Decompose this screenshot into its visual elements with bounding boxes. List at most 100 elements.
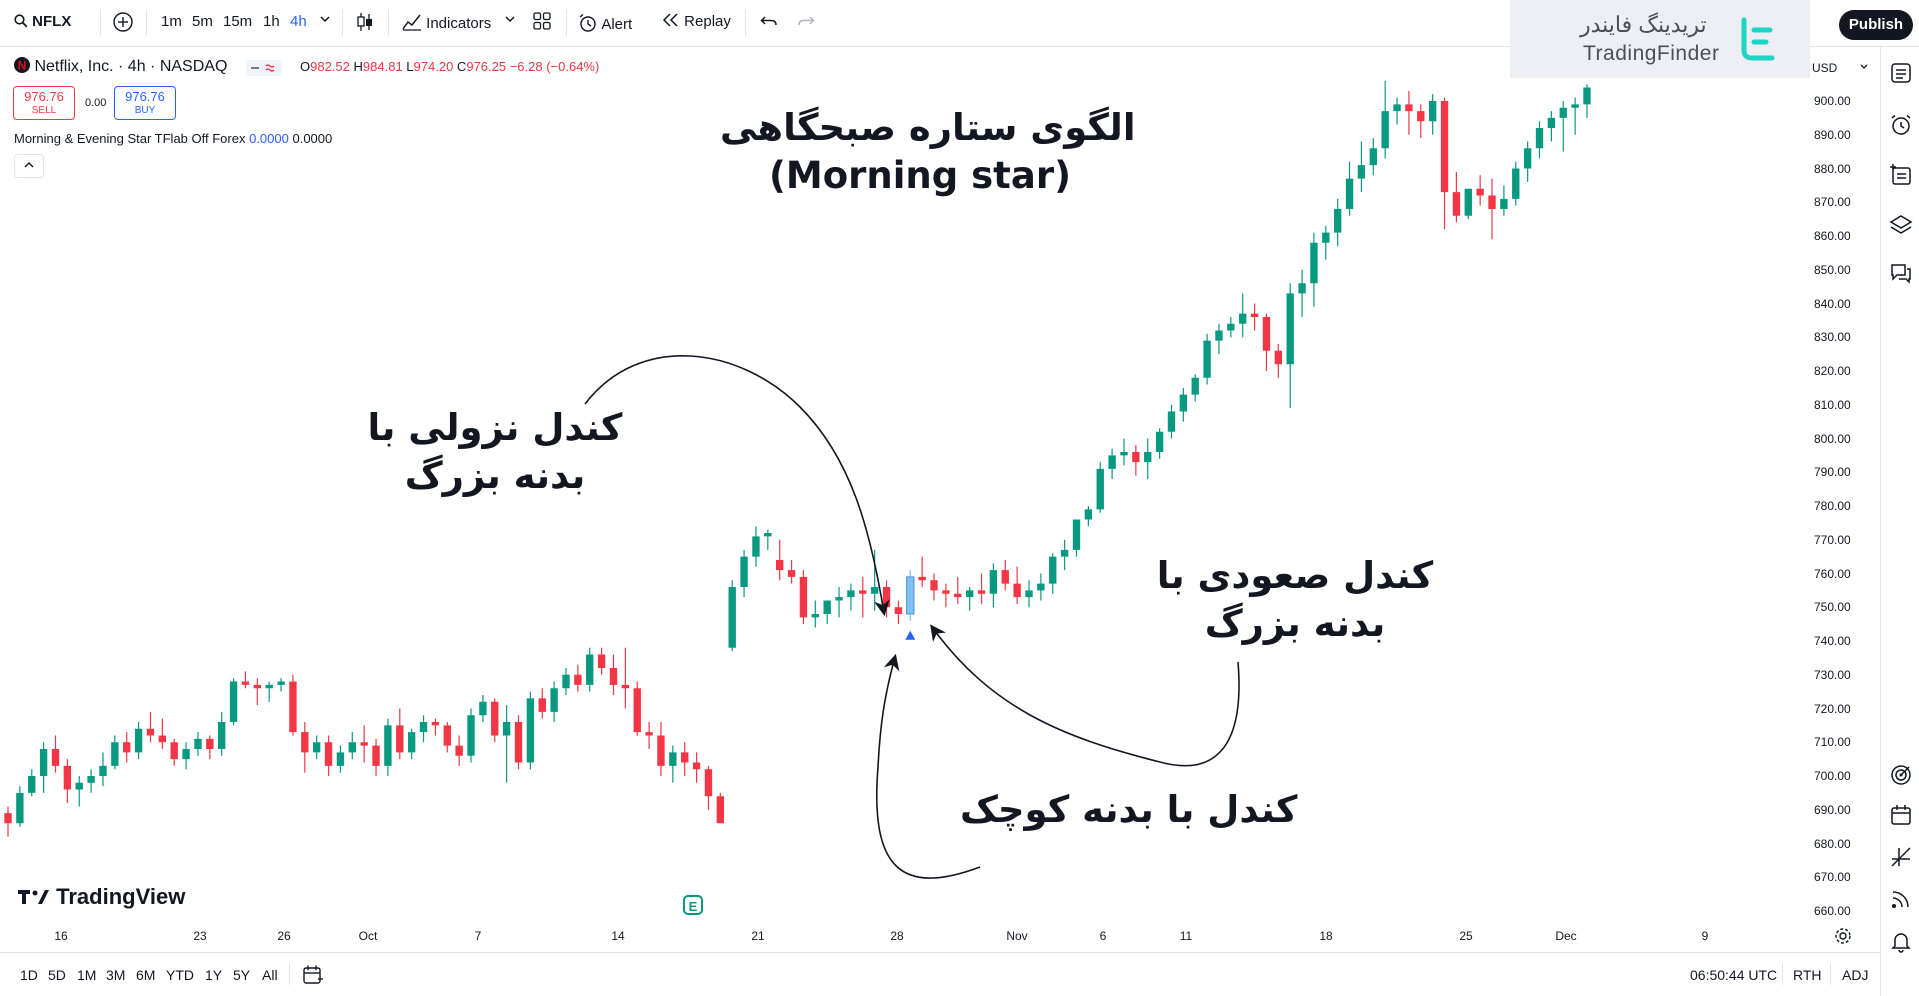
layers-icon[interactable] bbox=[1889, 213, 1913, 237]
candle-body bbox=[99, 765, 107, 776]
bullish-candle-annotation: کندل صعودی با بدنه بزرگ bbox=[1150, 552, 1440, 648]
pattern-title-en: (Morning star) bbox=[769, 154, 1071, 197]
menu-icon bbox=[251, 64, 275, 72]
range-all[interactable]: All bbox=[262, 967, 278, 983]
range-6m[interactable]: 6M bbox=[136, 967, 156, 983]
alert-button[interactable]: Alert bbox=[578, 13, 632, 33]
price-chart[interactable] bbox=[0, 47, 1808, 947]
candle-body bbox=[835, 597, 843, 601]
data-window-icon[interactable] bbox=[1889, 163, 1913, 187]
indicator-legend[interactable]: Morning & Evening Star TFlab Off Forex 0… bbox=[14, 131, 332, 146]
tradingview-logo-icon bbox=[18, 890, 49, 904]
candle-body bbox=[1559, 107, 1567, 118]
candle-body bbox=[954, 593, 962, 598]
range-1y[interactable]: 1Y bbox=[205, 967, 223, 983]
symbol-search[interactable]: NFLX bbox=[14, 13, 71, 30]
range-1m[interactable]: 1M bbox=[77, 967, 97, 983]
candle-body bbox=[277, 681, 285, 685]
range-5y[interactable]: 5Y bbox=[233, 967, 251, 983]
tradingview-logo[interactable]: TradingView bbox=[18, 884, 185, 910]
candle-body bbox=[1488, 195, 1496, 209]
notifications-bell-icon[interactable] bbox=[1889, 929, 1913, 953]
candle-body bbox=[182, 749, 190, 760]
open-value: 982.52 bbox=[310, 59, 350, 74]
range-1d[interactable]: 1D bbox=[20, 967, 38, 983]
watchlist-icon[interactable] bbox=[1889, 61, 1913, 85]
sell-button[interactable]: 976.76 SELL bbox=[13, 86, 75, 120]
candle-body bbox=[1286, 293, 1294, 365]
chart-type-button[interactable] bbox=[355, 11, 375, 37]
clock-time[interactable]: 06:50:44 UTC bbox=[1690, 967, 1778, 983]
candle-body bbox=[1025, 590, 1033, 598]
chevron-down-icon bbox=[320, 16, 330, 23]
chat-icon[interactable] bbox=[1889, 261, 1913, 285]
candle-body bbox=[562, 674, 570, 689]
candle-body bbox=[111, 742, 119, 766]
target-icon[interactable] bbox=[1889, 763, 1913, 787]
interval-4h[interactable]: 4h bbox=[290, 13, 307, 30]
settings-gear-icon[interactable] bbox=[1834, 927, 1852, 945]
redo-button[interactable] bbox=[797, 13, 815, 33]
replay-button[interactable]: Replay bbox=[662, 13, 731, 30]
candle-body bbox=[633, 688, 641, 733]
interval-5m[interactable]: 5m bbox=[192, 13, 213, 30]
toolbar-divider bbox=[146, 10, 147, 36]
indicators-dropdown[interactable] bbox=[504, 12, 516, 29]
symbol-legend[interactable]: N Netflix, Inc. · 4h · NASDAQ bbox=[14, 57, 227, 76]
indicators-button[interactable]: Indicators bbox=[402, 13, 491, 32]
broadcast-icon[interactable] bbox=[1889, 887, 1913, 911]
session-rth[interactable]: RTH bbox=[1793, 967, 1822, 983]
layouts-button[interactable] bbox=[533, 12, 551, 34]
price-axis-label: 840.00 bbox=[1814, 296, 1851, 311]
svg-text:N: N bbox=[18, 59, 27, 73]
undo-button[interactable] bbox=[760, 13, 778, 33]
adjust-adj[interactable]: ADJ bbox=[1842, 967, 1869, 983]
range-5d[interactable]: 5D bbox=[48, 967, 66, 983]
interval-dropdown[interactable] bbox=[319, 12, 331, 29]
price-axis[interactable]: 900.00 890.00 880.00 870.00 860.00 850.00 840.… bbox=[1808, 47, 1880, 947]
interval-15m[interactable]: 15m bbox=[223, 13, 253, 30]
sell-label: SELL bbox=[31, 105, 57, 116]
range-ytd[interactable]: YTD bbox=[166, 967, 194, 983]
time-axis-label: 14 bbox=[611, 929, 625, 943]
price-axis-label: 740.00 bbox=[1814, 634, 1851, 648]
pattern-title-fa: الگوی ستاره صبحگاهی bbox=[720, 106, 1136, 149]
redo-icon bbox=[798, 16, 815, 26]
candle-body bbox=[1334, 209, 1342, 233]
price-axis-label: 730.00 bbox=[1814, 667, 1851, 682]
alerts-clock-icon[interactable] bbox=[1889, 113, 1913, 137]
earnings-badge[interactable]: E bbox=[683, 895, 703, 915]
candle-body bbox=[4, 813, 12, 824]
buy-button[interactable]: 976.76 BUY bbox=[114, 86, 176, 120]
tradingview-wordmark: TradingView bbox=[56, 884, 186, 909]
trend-line-icon[interactable] bbox=[1889, 845, 1913, 869]
time-axis-label: 18 bbox=[1319, 929, 1333, 943]
chevron-down-icon bbox=[1860, 64, 1868, 69]
collapse-legend-button[interactable] bbox=[14, 154, 44, 178]
calendar-icon[interactable] bbox=[1889, 803, 1913, 827]
indicators-icon bbox=[402, 14, 421, 31]
price-axis-label: 660.00 bbox=[1814, 904, 1851, 918]
bottom-toolbar: 1D 5D 1M 3M 6M YTD 1Y 5Y All 06:50:44 UT… bbox=[0, 952, 1880, 996]
candle-body bbox=[1322, 232, 1330, 243]
candle-body bbox=[538, 698, 546, 712]
candle-body bbox=[681, 752, 689, 763]
compare-button[interactable] bbox=[112, 11, 134, 37]
candle-body bbox=[123, 742, 131, 753]
time-axis[interactable]: 16 23 26 Oct 7 14 21 28 Nov 6 11 18 25 Dec 9 bbox=[0, 922, 1808, 948]
candle-body bbox=[241, 681, 250, 685]
candle-body bbox=[1191, 377, 1199, 395]
candle-body bbox=[704, 769, 713, 797]
range-3m[interactable]: 3M bbox=[106, 967, 126, 983]
currency-selector[interactable]: USD bbox=[1812, 61, 1869, 75]
goto-date-icon[interactable] bbox=[302, 964, 324, 986]
price-axis-label: 760.00 bbox=[1814, 566, 1851, 581]
price-axis-label: 890.00 bbox=[1814, 127, 1851, 142]
legend-toggle[interactable] bbox=[246, 60, 282, 76]
interval-1m[interactable]: 1m bbox=[161, 13, 182, 30]
candle-body bbox=[1440, 101, 1449, 193]
interval-1h[interactable]: 1h bbox=[263, 13, 280, 30]
candle-body bbox=[194, 738, 202, 749]
chevron-up-icon bbox=[24, 162, 34, 168]
publish-button[interactable]: Publish bbox=[1839, 10, 1913, 40]
